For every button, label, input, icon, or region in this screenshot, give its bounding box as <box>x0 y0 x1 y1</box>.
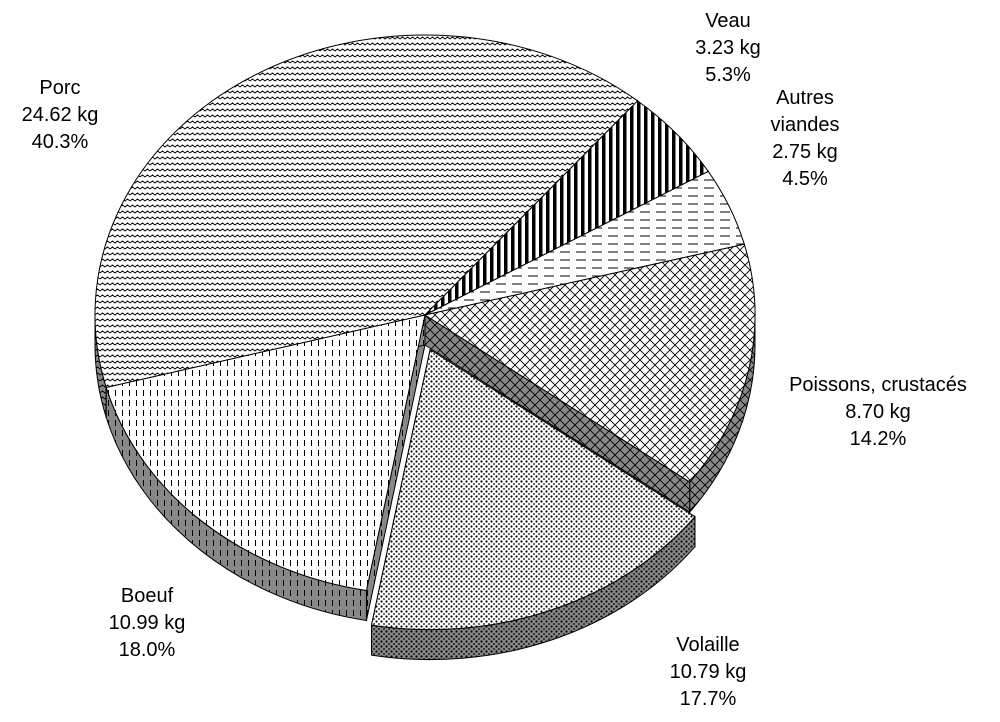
label-value: 10.99 kg <box>108 612 186 634</box>
slice-label: Veau 3.23 kg 5.3% <box>695 8 761 89</box>
slice <box>423 243 756 483</box>
label-name: Veau <box>705 10 751 32</box>
slice <box>105 314 426 592</box>
label-percent: 5.3% <box>705 64 751 86</box>
slice <box>370 348 696 631</box>
label-name: Autres viandes <box>770 87 840 136</box>
slice <box>94 34 639 389</box>
slice-label: Poissons, crustacés 8.70 kg 14.2% <box>789 372 967 453</box>
slice-label: Autres viandes 2.75 kg 4.5% <box>750 85 860 193</box>
label-percent: 18.0% <box>118 639 176 661</box>
label-name: Boeuf <box>120 585 174 607</box>
label-value: 24.62 kg <box>21 104 99 126</box>
label-value: 8.70 kg <box>845 401 911 423</box>
label-name: Porc <box>39 77 81 99</box>
label-percent: 4.5% <box>782 168 828 190</box>
label-value: 2.75 kg <box>772 141 838 163</box>
slice-label: Boeuf 10.99 kg 18.0% <box>109 583 186 664</box>
slice-label: Porc 24.62 kg 40.3% <box>22 75 99 156</box>
slice-label: Volaille 10.79 kg 17.7% <box>670 632 747 713</box>
label-percent: 17.7% <box>679 688 737 710</box>
label-name: Poissons, crustacés <box>789 374 967 396</box>
label-value: 3.23 kg <box>695 37 761 59</box>
label-name: Volaille <box>676 634 740 656</box>
label-percent: 14.2% <box>849 428 907 450</box>
label-value: 10.79 kg <box>669 661 747 683</box>
label-percent: 40.3% <box>31 131 89 153</box>
